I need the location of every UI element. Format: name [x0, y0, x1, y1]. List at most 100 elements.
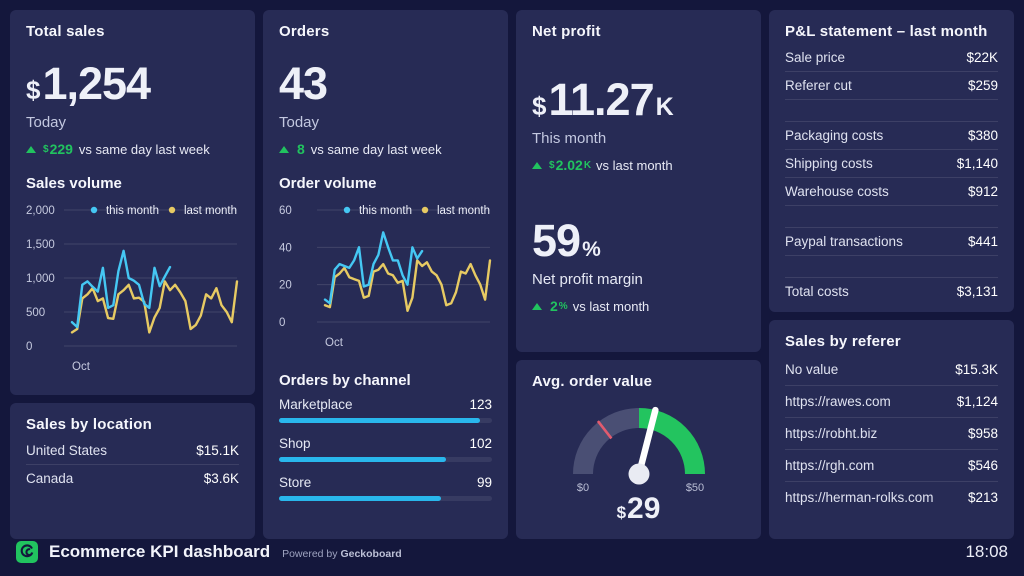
footer-bar: Ecommerce KPI dashboard Powered by Gecko… [0, 528, 1024, 576]
delta-text: vs last month [596, 157, 673, 173]
total-sales-number: 1,254 [42, 58, 151, 109]
pl-value: $22K [966, 50, 998, 65]
table-spacer [785, 100, 998, 122]
orders-number: 43 [279, 58, 328, 109]
table-row: Packaging costs $380 [785, 122, 998, 150]
bar-track [279, 457, 492, 462]
geckoboard-logo-icon [16, 541, 38, 563]
location-label: Canada [26, 471, 74, 486]
svg-text:20: 20 [279, 280, 292, 292]
up-arrow-icon [26, 145, 36, 153]
svg-text:40: 40 [279, 242, 292, 254]
net-profit-caption: This month [532, 130, 607, 147]
delta-suffix: K [583, 159, 592, 171]
orders-value: 43 [279, 58, 492, 110]
table-spacer [785, 206, 998, 228]
channel-bar [279, 457, 447, 462]
sales-by-location-title: Sales by location [26, 416, 152, 433]
up-arrow-icon [532, 161, 542, 169]
pl-statement-table: Sale price $22K Referer cut $259 Packagi… [785, 44, 998, 305]
net-profit-margin-value: 59 % [532, 215, 745, 267]
channel-bar [279, 418, 481, 423]
pl-label: Sale price [785, 50, 846, 65]
orders-by-channel-title: Orders by channel [279, 372, 411, 389]
up-arrow-icon [279, 145, 289, 153]
orders-card: Orders 43 Today 8 vs same day last week … [263, 10, 508, 539]
net-profit-number: 11.27 [548, 74, 654, 125]
orders-by-channel-list: Marketplace 123 Shop 102 Store 99 [279, 397, 492, 501]
currency-symbol: $ [26, 75, 41, 105]
powered-by-label: Powered by Geckoboard [282, 548, 402, 560]
table-row: Sale price $22K [785, 44, 998, 72]
total-sales-title: Total sales [26, 23, 105, 40]
delta-suffix: % [558, 300, 568, 312]
channel-label: Store [279, 475, 312, 490]
column-4: P&L statement – last month Sale price $2… [769, 10, 1014, 539]
avg-order-gauge: $0 $50 [572, 406, 705, 494]
table-spacer [785, 256, 998, 278]
channel-bar [279, 496, 442, 501]
delta-value: 229 [49, 141, 73, 157]
svg-text:Oct: Oct [325, 337, 344, 349]
powered-by-brand: Geckoboard [340, 548, 402, 560]
pl-value: $259 [967, 78, 998, 93]
svg-text:$0: $0 [576, 482, 588, 494]
sales-by-location-card: Sales by location United States $15.1K C… [10, 403, 255, 539]
sales-by-referer-card: Sales by referer No value $15.3K https:/… [769, 320, 1014, 539]
svg-text:2,000: 2,000 [26, 205, 55, 217]
referer-value: $15.3K [955, 362, 998, 377]
svg-text:last month: last month [437, 205, 490, 217]
delta-prefix: $ [43, 143, 49, 155]
gauge-value: $ 29 [617, 492, 661, 526]
pl-label: Referer cut [785, 78, 852, 93]
pl-label: Packaging costs [785, 128, 884, 143]
delta-value: 8 [297, 141, 305, 157]
dashboard-title: Ecommerce KPI dashboard [49, 542, 271, 561]
table-row: Total costs $3,131 [785, 278, 998, 305]
orders-caption: Today [279, 114, 320, 131]
channel-label: Marketplace [279, 397, 353, 412]
pl-value: $1,140 [956, 156, 998, 171]
order-volume-title: Order volume [279, 175, 377, 192]
referer-label: https://robht.biz [785, 426, 878, 441]
pl-value: $380 [967, 128, 998, 143]
channel-item: Shop 102 [279, 436, 492, 462]
dashboard-board: Total sales $ 1,254 Today $ 229 vs same … [10, 10, 1014, 539]
total-sales-caption: Today [26, 114, 67, 131]
clock: 18:08 [965, 542, 1008, 561]
table-row: Paypal transactions $441 [785, 228, 998, 256]
up-arrow-icon [532, 302, 542, 310]
table-row: Shipping costs $1,140 [785, 150, 998, 178]
table-row: United States $15.1K [26, 437, 239, 465]
powered-by-prefix: Powered by [282, 548, 338, 560]
currency-symbol: $ [616, 503, 627, 522]
bar-track [279, 418, 492, 423]
column-2: Orders 43 Today 8 vs same day last week … [263, 10, 508, 539]
sales-by-referer-title: Sales by referer [785, 333, 901, 350]
orders-delta: 8 vs same day last week [279, 141, 492, 157]
total-sales-delta: $ 229 vs same day last week [26, 141, 239, 157]
referer-value: $213 [967, 490, 998, 505]
column-1: Total sales $ 1,254 Today $ 229 vs same … [10, 10, 255, 539]
margin-number: 59 [532, 215, 581, 266]
referer-label: https://herman-rolks.com [785, 490, 934, 505]
svg-text:1,000: 1,000 [26, 273, 55, 285]
sales-by-referer-table: No value $15.3K https://rawes.com $1,124… [785, 354, 998, 513]
referer-label: No value [785, 362, 839, 377]
table-row: No value $15.3K [785, 354, 998, 386]
column-3: Net profit $ 11.27 K This month $ 2.02 K… [516, 10, 761, 539]
delta-prefix: $ [549, 159, 555, 171]
svg-text:last month: last month [184, 205, 237, 217]
svg-text:Oct: Oct [72, 361, 91, 373]
table-row: Canada $3.6K [26, 465, 239, 492]
pl-label: Total costs [785, 284, 849, 299]
net-profit-title: Net profit [532, 23, 601, 40]
net-profit-card: Net profit $ 11.27 K This month $ 2.02 K… [516, 10, 761, 352]
net-profit-unit: K [655, 93, 674, 121]
pl-statement-card: P&L statement – last month Sale price $2… [769, 10, 1014, 312]
delta-text: vs last month [572, 298, 650, 314]
channel-item: Store 99 [279, 475, 492, 501]
table-row: Referer cut $259 [785, 72, 998, 100]
referer-value: $546 [967, 458, 998, 473]
svg-text:$50: $50 [685, 482, 703, 494]
